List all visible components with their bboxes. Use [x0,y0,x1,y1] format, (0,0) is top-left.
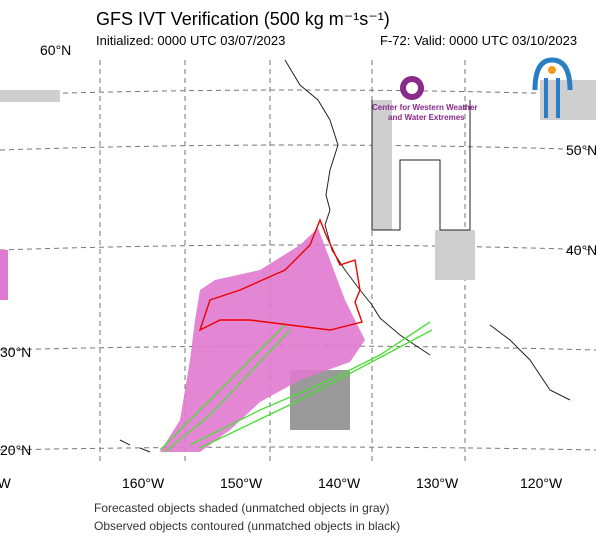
forecast-object [160,228,365,452]
legend-note: Observed objects contoured (unmatched ob… [94,519,400,533]
parallel [0,144,596,151]
parallel [0,244,596,251]
lon-label: 130°W [416,475,459,491]
lat-label: 50°N [566,142,596,158]
init-time: Initialized: 0000 UTC 03/07/2023 [96,33,285,48]
lat-label: 60°N [40,42,71,58]
logo-text: and Water Extremes [388,113,465,122]
lon-label: 140°W [318,475,361,491]
cw3e-logo: Center for Western Weather and Water Ext… [372,76,478,122]
lon-label: 160°W [122,475,165,491]
observed-contour-matched [198,218,363,332]
lon-label: 150°W [220,475,263,491]
coastline [119,59,571,453]
parallel [0,89,596,96]
legend-note: Forecasted objects shaded (unmatched obj… [94,501,390,515]
lon-label: °W [0,475,12,491]
lat-label: 30°N [0,344,31,360]
logo-text: Center for Western Weather [372,103,478,112]
lat-label: 20°N [0,442,31,458]
lower-panel [0,464,596,544]
partner-logo [532,57,573,118]
lon-label: 120°W [520,475,563,491]
forecast-object [0,250,8,300]
observed-contour [189,321,433,449]
observed-contour [159,324,291,453]
title: GFS IVT Verification (500 kg m⁻¹s⁻¹) [96,9,390,29]
valid-time: F-72: Valid: 0000 UTC 03/10/2023 [380,33,577,48]
parallel [0,446,596,451]
lat-label: 40°N [566,242,596,258]
